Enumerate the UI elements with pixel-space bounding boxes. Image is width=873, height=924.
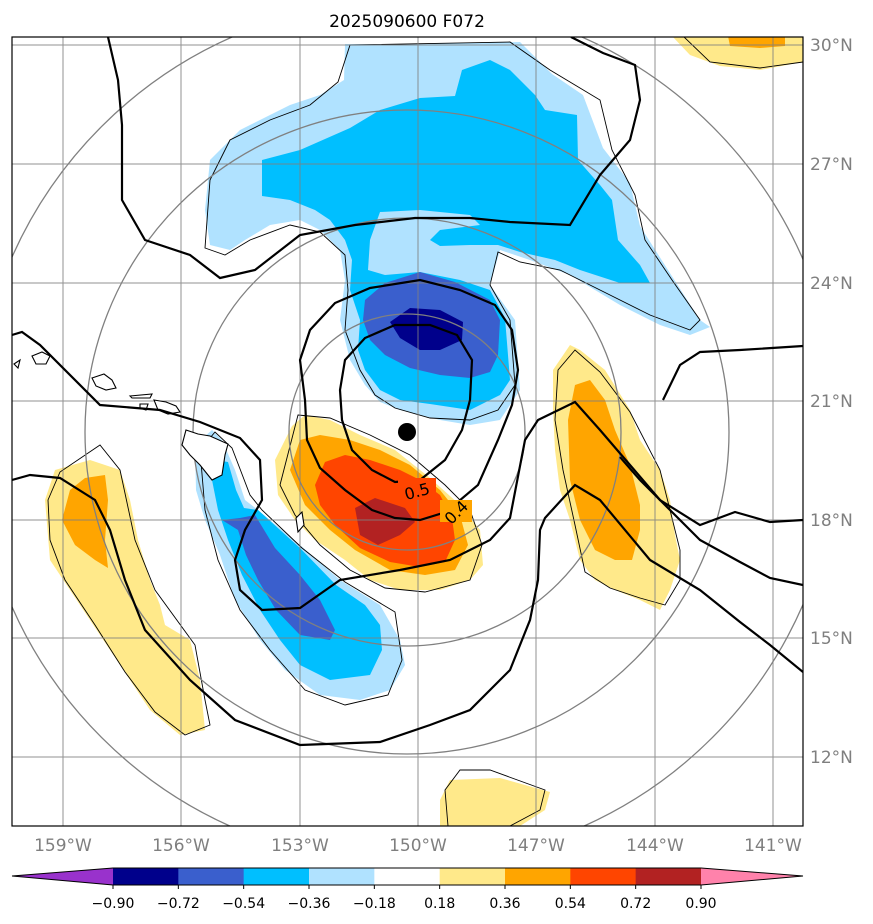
colorbar-tick-label: 0.36 bbox=[489, 896, 520, 912]
colorbar-extend-high bbox=[701, 868, 803, 885]
y-tick-label: 30°N bbox=[810, 36, 853, 56]
colorbar-segment bbox=[178, 868, 245, 885]
map-frame bbox=[11, 36, 804, 827]
colorbar-ticks: −0.90 −0.72 −0.54 −0.36 −0.18 0.18 0.36 0.54 0.7… bbox=[92, 885, 717, 912]
contour-labels: 0.5 0.4 bbox=[398, 478, 472, 528]
chart-title: 2025090600 F072 bbox=[329, 12, 485, 32]
anomaly-fill-navy bbox=[390, 308, 463, 350]
map-gridlines bbox=[12, 37, 803, 826]
colorbar-segment bbox=[439, 868, 506, 885]
colorbar-tick-label: −0.90 bbox=[92, 896, 135, 912]
storm-center-marker bbox=[398, 423, 416, 441]
x-tick-label: 144°W bbox=[626, 836, 684, 856]
y-axis-tick-labels: 30°N 27°N 24°N 21°N 18°N 15°N 12°N bbox=[810, 36, 853, 768]
colorbar-tick-label: −0.72 bbox=[157, 896, 200, 912]
y-tick-label: 15°N bbox=[810, 629, 853, 649]
y-tick-label: 18°N bbox=[810, 511, 853, 531]
coastlines bbox=[13, 351, 305, 534]
x-tick-label: 147°W bbox=[507, 836, 565, 856]
colorbar-extend-low bbox=[12, 868, 113, 885]
y-tick-label: 12°N bbox=[810, 748, 853, 768]
colorbar-tick-label: 0.54 bbox=[555, 896, 586, 912]
colorbar-tick-label: −0.18 bbox=[353, 896, 396, 912]
colorbar-segment bbox=[505, 868, 571, 885]
colorbar: −0.90 −0.72 −0.54 −0.36 −0.18 0.18 0.36 0.54 0.7… bbox=[11, 867, 804, 912]
colorbar-tick-label: 0.90 bbox=[685, 896, 716, 912]
x-tick-label: 141°W bbox=[744, 836, 802, 856]
x-tick-label: 150°W bbox=[389, 836, 447, 856]
colorbar-segment bbox=[374, 868, 441, 885]
thin-contour-lines bbox=[47, 37, 803, 826]
x-tick-label: 153°W bbox=[271, 836, 329, 856]
colorbar-segment bbox=[570, 868, 637, 885]
y-tick-label: 24°N bbox=[810, 274, 853, 294]
y-tick-label: 21°N bbox=[810, 392, 853, 412]
colorbar-segment bbox=[243, 868, 310, 885]
colorbar-tick-label: −0.36 bbox=[288, 896, 331, 912]
x-tick-label: 156°W bbox=[152, 836, 210, 856]
x-axis-tick-labels: 159°W 156°W 153°W 150°W 147°W 144°W 141°… bbox=[34, 836, 802, 856]
colorbar-segment bbox=[635, 868, 702, 885]
colorbar-segment bbox=[309, 868, 375, 885]
colorbar-tick-label: 0.72 bbox=[620, 896, 651, 912]
thick-contour-lines bbox=[12, 37, 803, 747]
colorbar-outline bbox=[11, 867, 804, 886]
map-area: 0.5 0.4 bbox=[12, 37, 803, 826]
colorbar-tick-label: −0.54 bbox=[222, 896, 265, 912]
colorbar-tick-label: 0.18 bbox=[424, 896, 455, 912]
colorbar-segment bbox=[113, 868, 179, 885]
colorbar-segments bbox=[12, 868, 803, 885]
y-tick-label: 27°N bbox=[810, 155, 853, 175]
x-tick-label: 159°W bbox=[34, 836, 92, 856]
